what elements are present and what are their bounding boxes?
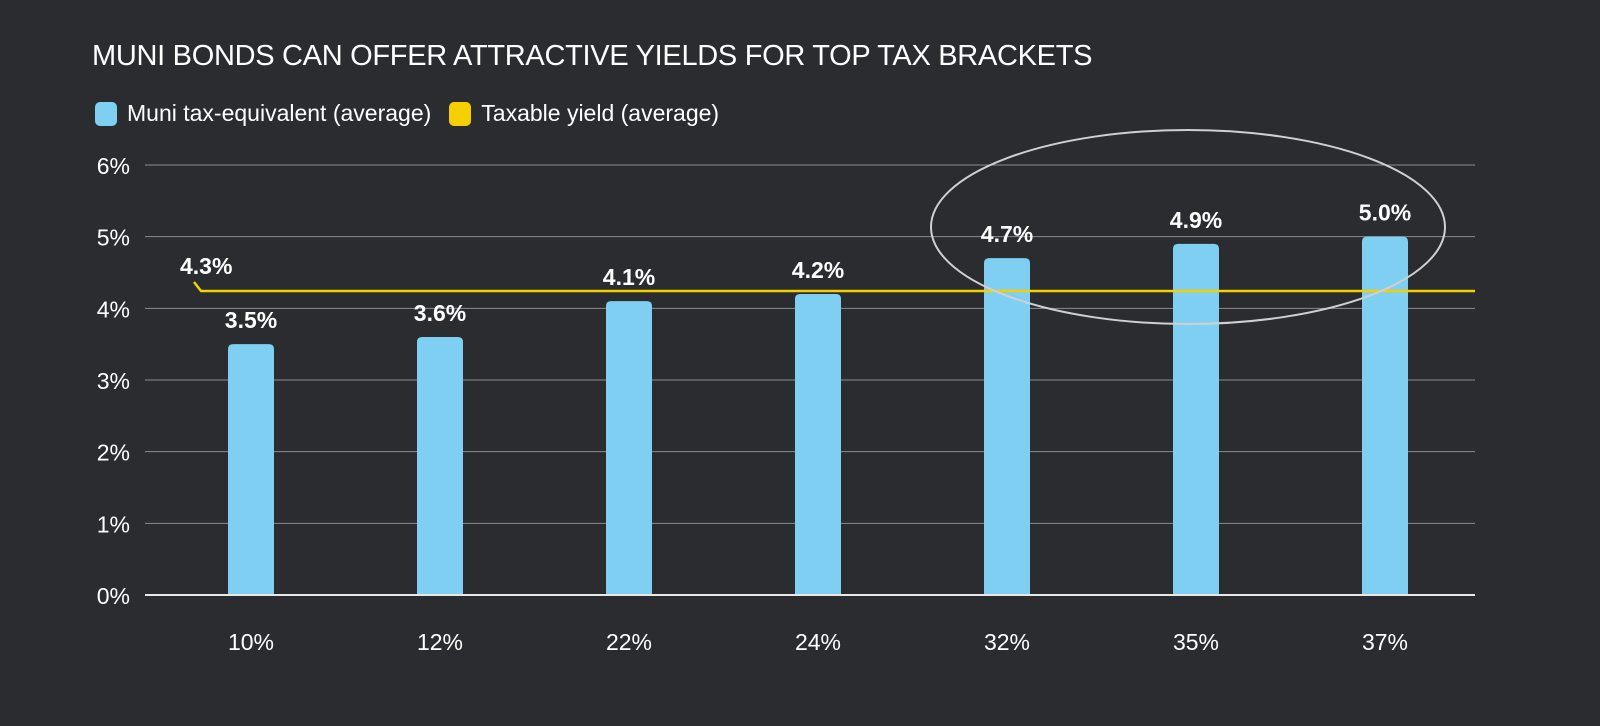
y-tick-label: 4%: [97, 296, 130, 322]
y-tick-label: 2%: [97, 440, 130, 466]
y-tick-label: 5%: [97, 225, 130, 251]
y-tick-label: 0%: [97, 583, 130, 609]
x-tick-label: 35%: [1173, 629, 1219, 655]
data-label: 5.0%: [1359, 200, 1411, 226]
bar: [228, 344, 274, 595]
legend-label-taxable: Taxable yield (average): [481, 100, 720, 126]
data-label: 4.9%: [1170, 207, 1222, 233]
legend-swatch-taxable: [449, 101, 472, 126]
data-label: 4.2%: [792, 257, 844, 283]
x-tick-label: 12%: [417, 629, 463, 655]
legend-item-taxable: Taxable yield (average): [449, 100, 719, 127]
bar: [984, 258, 1030, 595]
legend-swatch-muni: [95, 101, 117, 126]
chart-title: MUNI BONDS CAN OFFER ATTRACTIVE YIELDS F…: [92, 40, 1093, 72]
taxable-yield-line: [193, 281, 1475, 293]
highlight-ellipse: [930, 129, 1446, 325]
x-tick-label: 24%: [795, 629, 841, 655]
x-tick-label: 32%: [984, 629, 1030, 655]
legend-item-muni: Muni tax-equivalent (average): [95, 100, 431, 127]
data-label: 3.6%: [414, 300, 466, 326]
bar: [606, 301, 652, 595]
y-tick-label: 3%: [97, 368, 130, 394]
data-label: 4.1%: [603, 264, 655, 290]
y-tick-label: 1%: [97, 511, 130, 537]
legend: Muni tax-equivalent (average) Taxable yi…: [95, 100, 737, 127]
data-label: 4.7%: [981, 221, 1033, 247]
bar: [795, 294, 841, 595]
x-tick-label: 22%: [606, 629, 652, 655]
bar: [1362, 236, 1408, 595]
bar: [417, 337, 463, 595]
line-data-label: 4.3%: [180, 253, 232, 279]
bar: [1173, 243, 1219, 596]
x-tick-label: 10%: [228, 629, 274, 655]
data-label: 3.5%: [225, 307, 277, 333]
x-tick-label: 37%: [1362, 629, 1408, 655]
y-tick-label: 6%: [97, 153, 130, 179]
legend-label-muni: Muni tax-equivalent (average): [127, 100, 432, 126]
